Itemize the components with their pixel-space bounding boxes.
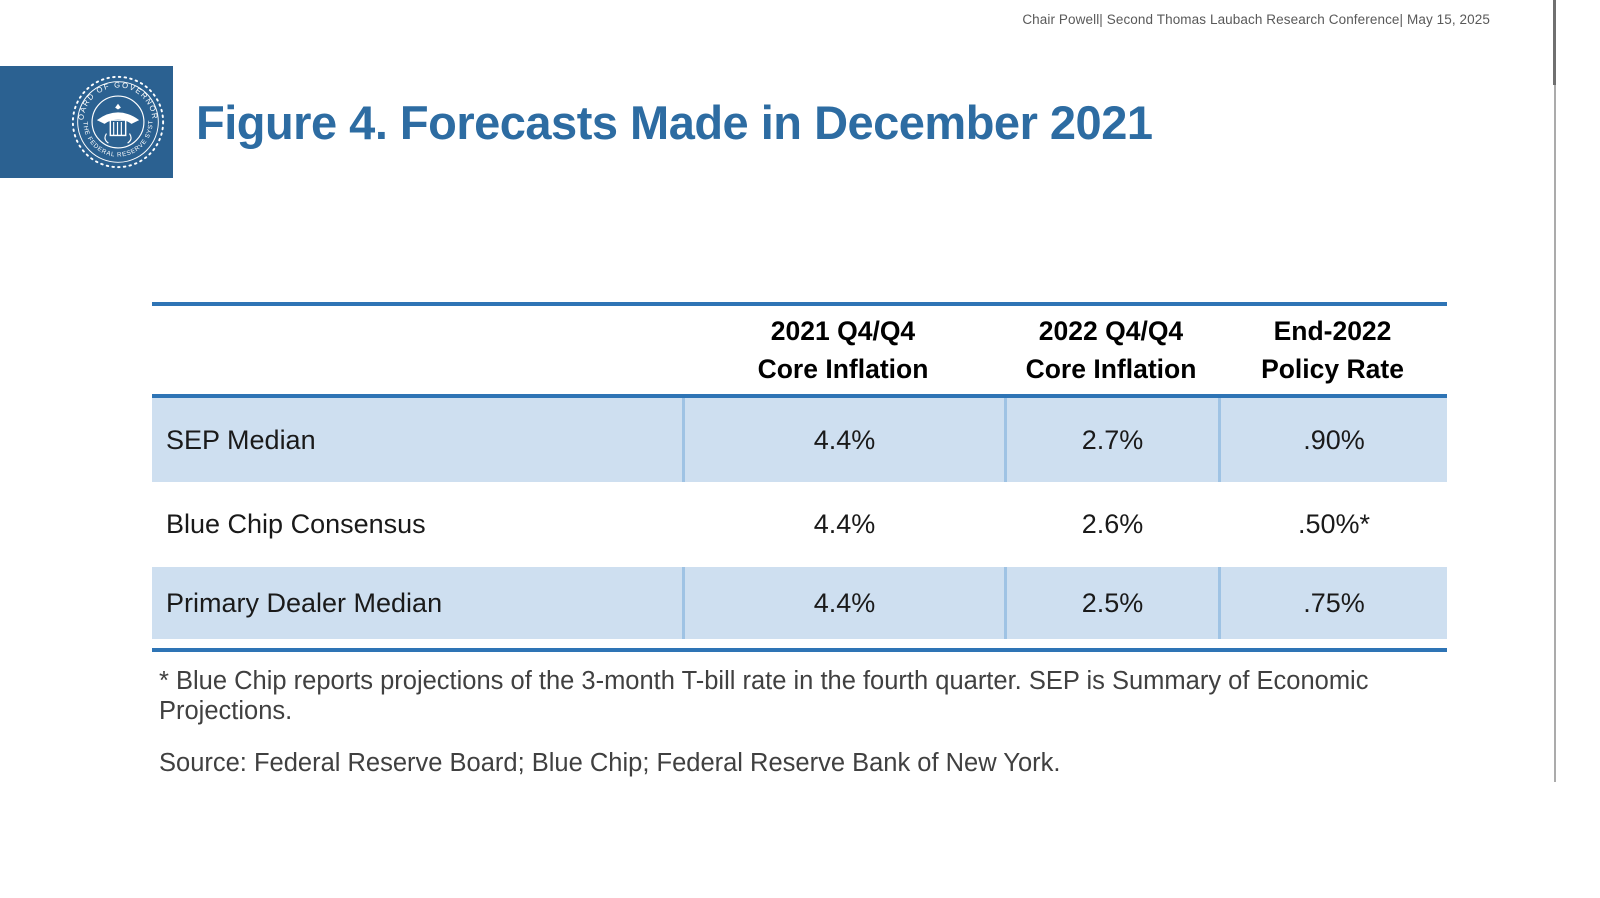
- cell-value: 4.4%: [682, 398, 1004, 482]
- cell-value: 4.4%: [682, 567, 1004, 639]
- header-line: Core Inflation: [1025, 354, 1197, 384]
- row-label: Primary Dealer Median: [152, 567, 682, 639]
- table-header-row: 2021 Q4/Q4 Core Inflation 2022 Q4/Q4 Cor…: [152, 306, 1447, 394]
- cell-value: .50%*: [1297, 509, 1371, 539]
- cell-value: 2.5%: [1004, 567, 1218, 639]
- cell-value: 2.7%: [1004, 398, 1218, 482]
- table-rule-bottom: [152, 648, 1447, 652]
- table-rule-header-bottom: [152, 394, 1447, 398]
- header-cell-2021-core-inflation: 2021 Q4/Q4 Core Inflation: [682, 306, 1004, 394]
- federal-reserve-seal-icon: BOARD OF GOVERNORS OF THE FEDERAL RESERV…: [70, 74, 165, 169]
- forecast-table: 2021 Q4/Q4 Core Inflation 2022 Q4/Q4 Cor…: [152, 302, 1447, 652]
- header-line: 2022 Q4/Q4: [1038, 315, 1184, 346]
- table-row-blue-chip-consensus: Blue Chip Consensus 4.4% 2.6% .50%*: [152, 482, 1447, 567]
- table-rule-top: [152, 302, 1447, 306]
- cell-value: 4.4%: [813, 509, 876, 539]
- cell-value: .90%: [1218, 398, 1447, 482]
- header-line: Core Inflation: [757, 354, 929, 384]
- cell-value: 2.6%: [1081, 509, 1144, 539]
- slide-header-credit: Chair Powell| Second Thomas Laubach Rese…: [1022, 12, 1490, 27]
- source-note: Source: Federal Reserve Board; Blue Chip…: [159, 749, 1061, 777]
- table-row-primary-dealer-median: Primary Dealer Median 4.4% 2.5% .75%: [152, 567, 1447, 639]
- header-line: Policy Rate: [1261, 354, 1404, 384]
- footnote-line: Projections.: [159, 697, 293, 725]
- header-cell-empty: [152, 306, 682, 394]
- scrollbar-track[interactable]: [1554, 0, 1556, 782]
- footnote: * Blue Chip reports projections of the 3…: [159, 666, 1419, 726]
- header-cell-2022-core-inflation: 2022 Q4/Q4 Core Inflation: [1004, 306, 1218, 394]
- header-line: End-2022: [1273, 315, 1392, 346]
- row-label: Blue Chip Consensus: [166, 509, 426, 539]
- row-label: SEP Median: [152, 398, 682, 482]
- header-cell-end-2022-policy-rate: End-2022 Policy Rate: [1218, 306, 1447, 394]
- scrollbar-thumb[interactable]: [1553, 0, 1556, 85]
- table-bottom-spacer: [152, 639, 1447, 648]
- table-row-sep-median: SEP Median 4.4% 2.7% .90%: [152, 398, 1447, 482]
- cell-value: .75%: [1218, 567, 1447, 639]
- header-line: 2021 Q4/Q4: [770, 315, 916, 346]
- figure-title: Figure 4. Forecasts Made in December 202…: [196, 96, 1153, 149]
- federal-reserve-logo: BOARD OF GOVERNORS OF THE FEDERAL RESERV…: [0, 66, 173, 178]
- footnote-line: * Blue Chip reports projections of the 3…: [159, 667, 1369, 695]
